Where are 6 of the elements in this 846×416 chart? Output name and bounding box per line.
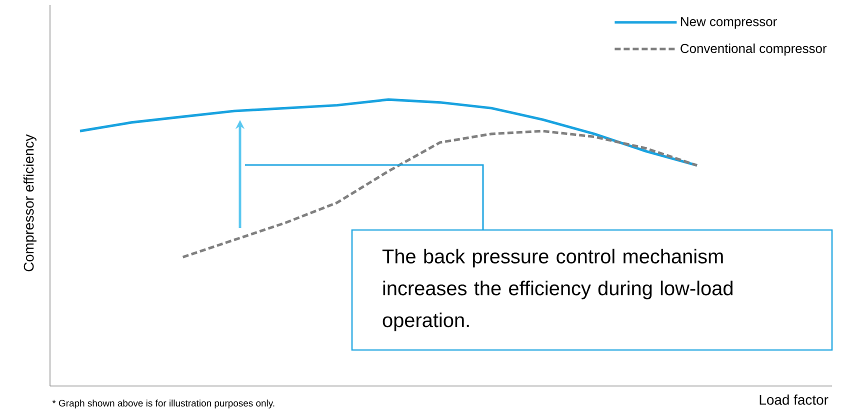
annotation: The back pressure control mechanism increases the efficiency during low-load operation. xyxy=(382,248,732,332)
text: * Graph shown above is for illustration purposes only. xyxy=(52,400,274,408)
legend-label: New compressor xyxy=(681,17,777,29)
x-axis-title: Load factor xyxy=(760,394,828,405)
legend-label: Conventional compressor xyxy=(680,44,827,56)
y-axis-title: Compressor efficiency xyxy=(23,134,36,272)
